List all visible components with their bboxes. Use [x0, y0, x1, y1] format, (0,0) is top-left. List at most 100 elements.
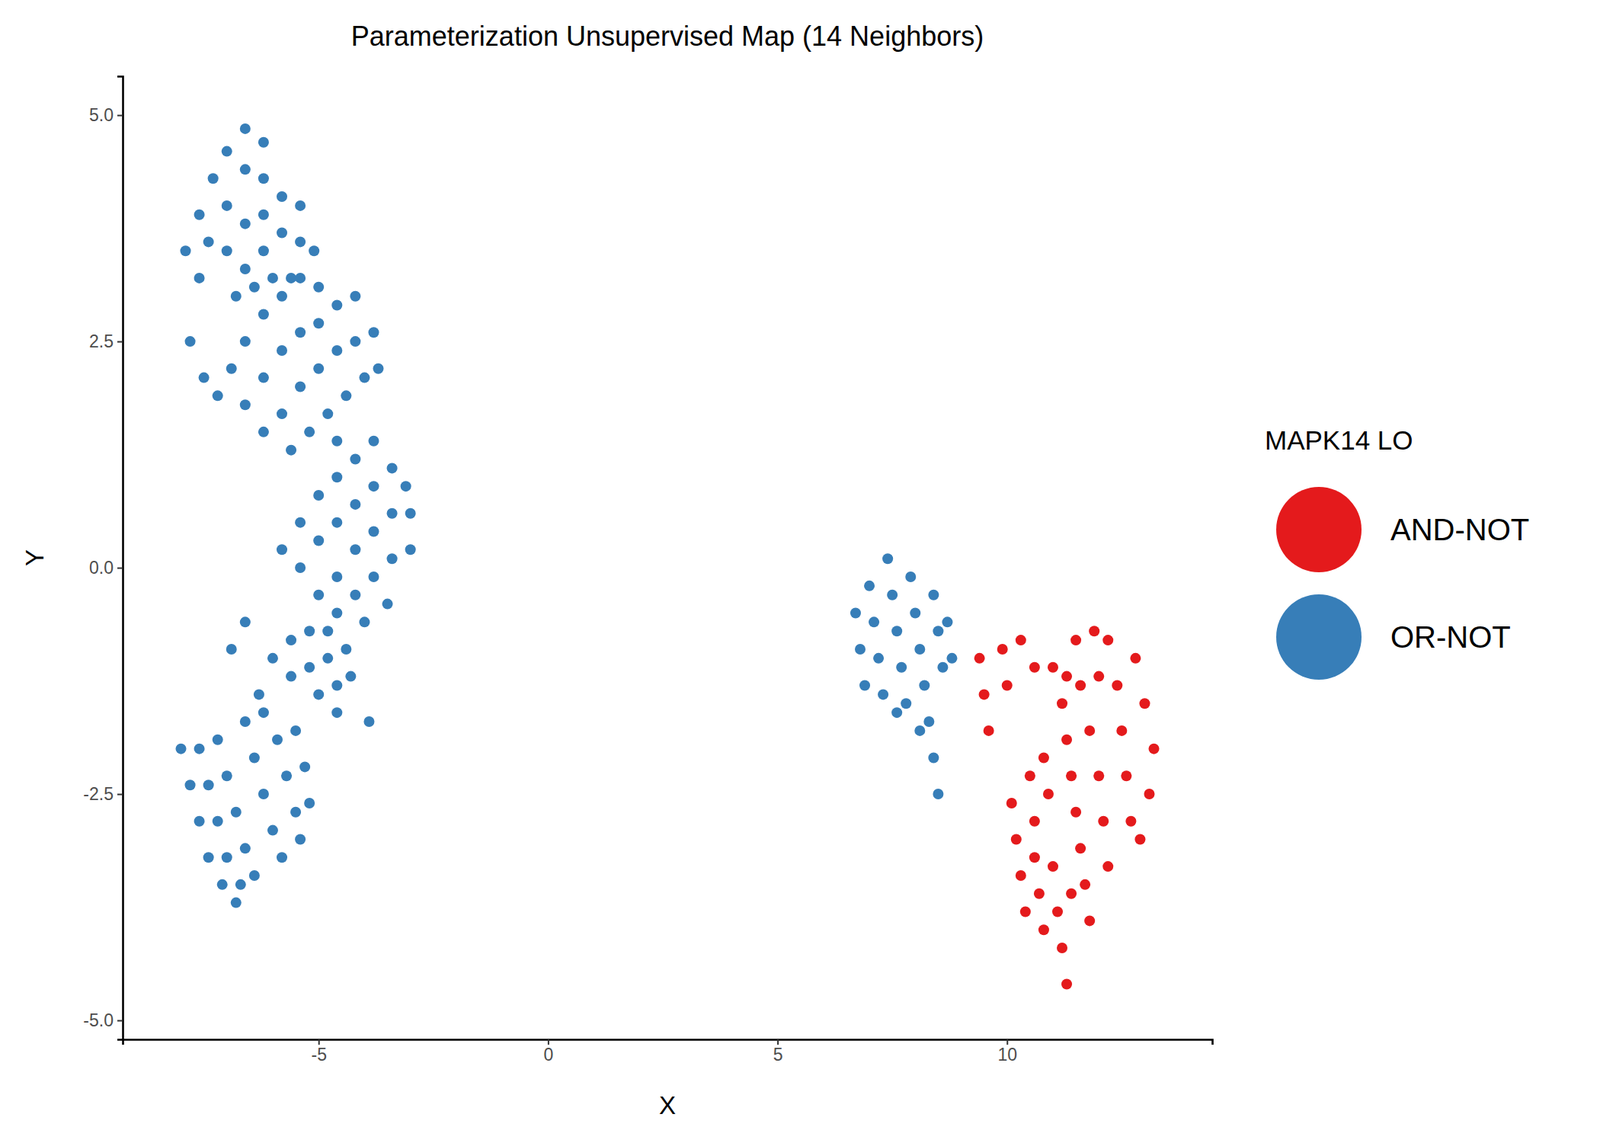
point — [1043, 788, 1054, 800]
title: Parameterization Unsupervised Map (14 Ne… — [351, 20, 984, 52]
point — [313, 489, 324, 501]
point — [194, 816, 205, 827]
point — [928, 589, 939, 601]
point — [322, 408, 333, 420]
point — [1024, 770, 1036, 781]
tick-mark — [117, 341, 123, 343]
point — [175, 743, 186, 755]
point — [203, 779, 215, 791]
point — [1015, 870, 1027, 881]
point — [382, 598, 394, 610]
point — [1061, 671, 1072, 682]
point — [1020, 905, 1031, 917]
point — [331, 300, 343, 311]
point — [322, 652, 333, 664]
point — [221, 245, 233, 256]
tick-label: 5 — [773, 1044, 784, 1065]
point — [308, 245, 320, 256]
point — [258, 209, 269, 221]
tick-label: 0.0 — [89, 557, 114, 578]
point — [294, 326, 306, 338]
point — [1033, 888, 1045, 900]
point — [1111, 680, 1123, 692]
x-axis: -50510 — [123, 1039, 1213, 1065]
point — [900, 697, 912, 709]
axis-line — [123, 1040, 1213, 1046]
point — [1148, 743, 1160, 755]
point — [1061, 979, 1072, 990]
point — [221, 146, 233, 157]
point — [240, 336, 251, 347]
point — [349, 499, 361, 510]
y-axis-title: Y — [20, 549, 49, 567]
point — [331, 345, 343, 356]
point — [909, 607, 921, 618]
point — [1084, 915, 1095, 926]
point — [1093, 770, 1104, 781]
tick-label: 2.5 — [89, 331, 114, 352]
point — [1134, 833, 1146, 845]
point — [240, 616, 251, 628]
point — [276, 345, 288, 356]
point — [290, 725, 301, 736]
point — [928, 752, 939, 764]
point — [1084, 725, 1095, 736]
point — [387, 508, 398, 519]
tick-mark — [117, 1020, 123, 1022]
point — [1075, 842, 1086, 854]
point — [905, 571, 916, 583]
point — [1038, 924, 1050, 935]
axis-line — [117, 76, 124, 1040]
point — [240, 399, 251, 410]
point — [1097, 816, 1109, 827]
point — [932, 788, 944, 800]
chart: -50510-5.0-2.50.02.55.0Parameterization … — [0, 0, 1600, 1143]
point — [331, 471, 343, 483]
tick: 5.0 — [89, 105, 123, 125]
legend-label: AND-NOT — [1390, 512, 1530, 547]
point — [368, 435, 379, 447]
point — [368, 326, 379, 338]
point — [331, 435, 343, 447]
point — [1143, 788, 1155, 800]
point — [1029, 662, 1040, 673]
point — [358, 616, 370, 628]
point — [1065, 888, 1077, 900]
point — [294, 833, 306, 845]
point — [258, 372, 269, 384]
point — [276, 544, 288, 555]
point — [304, 426, 315, 438]
point — [1079, 879, 1091, 890]
tick: 10 — [997, 1039, 1018, 1065]
point — [230, 897, 242, 909]
point — [868, 616, 880, 628]
point — [345, 671, 356, 682]
point — [1139, 697, 1150, 709]
point — [340, 390, 352, 401]
point — [304, 797, 315, 809]
tick-mark — [318, 1039, 320, 1045]
point — [877, 688, 889, 700]
point — [1102, 860, 1114, 872]
point — [313, 363, 324, 375]
point — [349, 291, 361, 302]
point — [850, 607, 861, 618]
point — [1047, 860, 1059, 872]
point — [313, 534, 324, 546]
point — [891, 707, 903, 718]
point — [185, 779, 196, 791]
point — [358, 372, 370, 384]
tick-mark — [1006, 1039, 1008, 1045]
point — [1070, 806, 1082, 818]
point — [294, 200, 306, 212]
point — [240, 163, 251, 175]
point — [258, 172, 269, 184]
point — [294, 380, 306, 392]
point — [349, 589, 361, 601]
x-axis-title: X — [659, 1091, 676, 1120]
point — [373, 363, 384, 375]
point — [363, 716, 375, 727]
tick-mark — [117, 793, 123, 796]
point — [285, 444, 297, 456]
point — [405, 544, 416, 555]
